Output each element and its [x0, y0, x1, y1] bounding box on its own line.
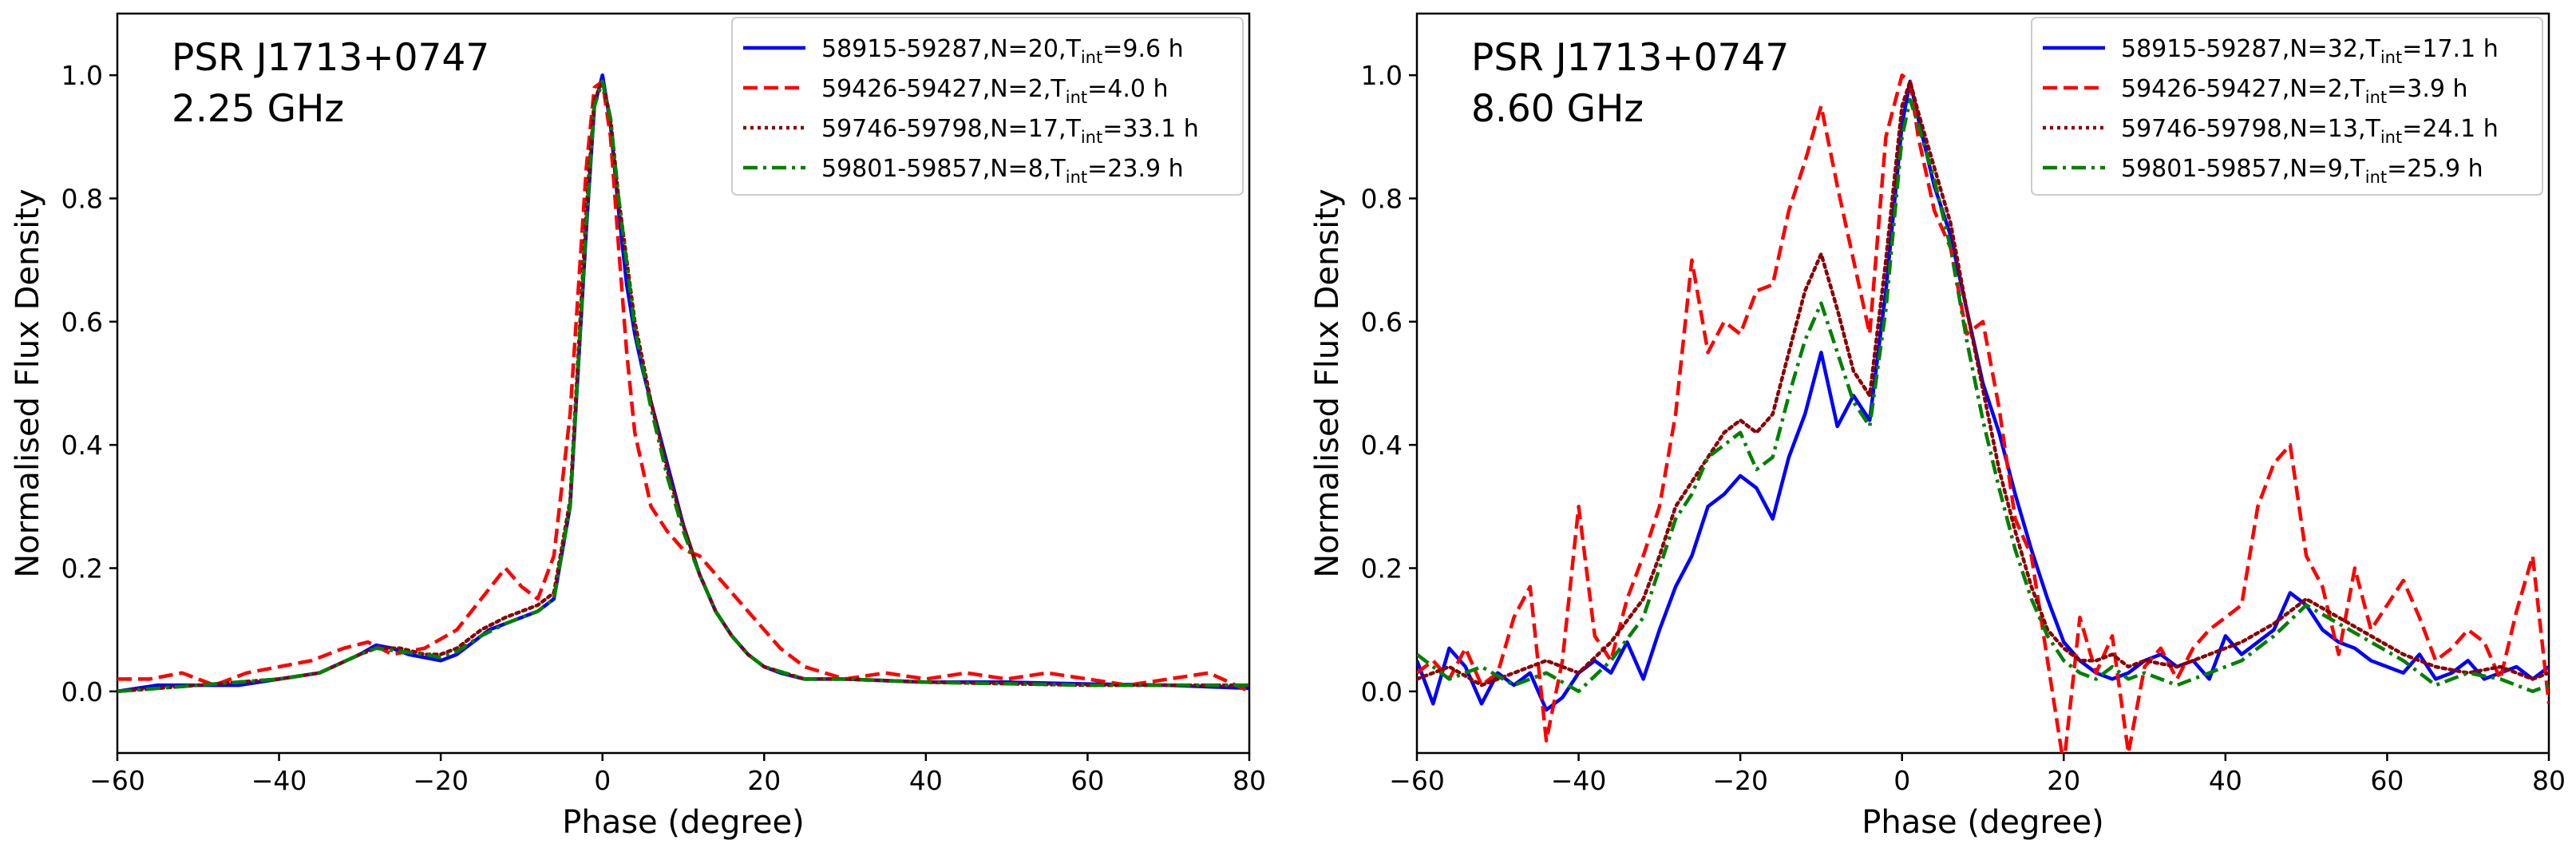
- y-tick-label: 0.0: [61, 676, 103, 707]
- x-tick-label: 40: [909, 765, 943, 796]
- x-tick-label: 60: [2370, 765, 2404, 796]
- y-tick-label: 1.0: [1361, 60, 1403, 91]
- panel-left: −60 −40 −20 0 20 40 60 80 0.0 0.2 0.4 0.6 0.8 1.0 Ph…: [10, 12, 1266, 841]
- y-tick-label: 0.2: [1361, 553, 1403, 585]
- legend-label-2: 59426-59427,N=2,Tint=3.9 h: [2121, 75, 2468, 107]
- x-tick-label: −60: [89, 765, 145, 796]
- x-axis-label: Phase (degree): [562, 804, 805, 841]
- series-line-2: [117, 79, 1249, 693]
- series-layer: [117, 73, 1249, 694]
- y-axis-label: Normalised Flux Density: [1309, 188, 1346, 577]
- panel-right: −60 −40 −20 0 20 40 60 80 0.0 0.2 0.4 0.6 0.8 1.0 Ph…: [1309, 12, 2566, 841]
- x-tick-label: 0: [594, 765, 611, 796]
- series-line-2: [1417, 73, 2549, 753]
- series-line-4: [117, 79, 1249, 694]
- y-axis-label: Normalised Flux Density: [10, 188, 46, 577]
- legend-box: [2031, 17, 2543, 196]
- series-layer: [1417, 73, 2549, 753]
- x-tick-label: 60: [1070, 765, 1104, 796]
- legend-label-3: 59746-59798,N=17,Tint=33.1 h: [821, 115, 1199, 147]
- y-tick-label: 0.6: [1361, 307, 1403, 338]
- x-tick-label: −60: [1389, 765, 1445, 796]
- legend-label-1: 58915-59287,N=32,Tint=17.1 h: [2121, 35, 2499, 67]
- legend-label-2: 59426-59427,N=2,Tint=4.0 h: [821, 75, 1169, 107]
- y-tick-label: 0.8: [1361, 184, 1403, 215]
- plot-frame: [116, 12, 1251, 755]
- x-tick-label: 20: [747, 765, 781, 796]
- y-tick-label: 0.6: [61, 307, 103, 338]
- legend-label-4: 59801-59857,N=9,Tint=25.9 h: [2121, 155, 2483, 187]
- x-tick-label: −40: [251, 765, 307, 796]
- x-tick-label: 0: [1893, 765, 1910, 796]
- x-axis-label: Phase (degree): [1862, 804, 2104, 841]
- x-ticks: −60 −40 −20 0 20 40 60 80: [1389, 753, 2566, 796]
- y-ticks: 0.0 0.2 0.4 0.6 0.8 1.0: [1361, 60, 1417, 707]
- series-line-4: [1417, 97, 2549, 694]
- legend: 58915-59287,N=20,Tint=9.6 h 59426-59427,N…: [731, 17, 1244, 196]
- x-tick-label: 20: [2047, 765, 2080, 796]
- annotation-pulsar: PSR J1713+0747: [1471, 36, 1789, 80]
- x-tick-label: −20: [1712, 765, 1768, 796]
- legend-label-4: 59801-59857,N=8,Tint=23.9 h: [821, 155, 1184, 187]
- annotation-frequency: 8.60 GHz: [1471, 87, 1644, 131]
- legend-box: [731, 17, 1244, 196]
- legend: 58915-59287,N=32,Tint=17.1 h 59426-59427,…: [2031, 17, 2543, 196]
- y-tick-label: 0.0: [1361, 676, 1403, 707]
- x-tick-label: −40: [1551, 765, 1607, 796]
- x-tick-label: 40: [2209, 765, 2242, 796]
- y-tick-label: 0.4: [1361, 430, 1403, 461]
- x-ticks: −60 −40 −20 0 20 40 60 80: [89, 753, 1266, 796]
- y-tick-label: 1.0: [61, 60, 103, 91]
- annotation-pulsar: PSR J1713+0747: [172, 36, 489, 80]
- legend-label-1: 58915-59287,N=20,Tint=9.6 h: [821, 35, 1184, 67]
- series-line-3: [1417, 79, 2549, 688]
- y-tick-label: 0.4: [61, 430, 103, 461]
- x-tick-label: 80: [1233, 765, 1266, 796]
- x-tick-label: 80: [2532, 765, 2566, 796]
- y-tick-label: 0.2: [61, 553, 103, 585]
- plot-frame: [1415, 12, 2550, 755]
- y-tick-label: 0.8: [61, 184, 103, 215]
- x-tick-label: −20: [413, 765, 469, 796]
- y-ticks: 0.0 0.2 0.4 0.6 0.8 1.0: [61, 60, 117, 707]
- legend-label-3: 59746-59798,N=13,Tint=24.1 h: [2121, 115, 2499, 147]
- annotation-frequency: 2.25 GHz: [172, 87, 344, 131]
